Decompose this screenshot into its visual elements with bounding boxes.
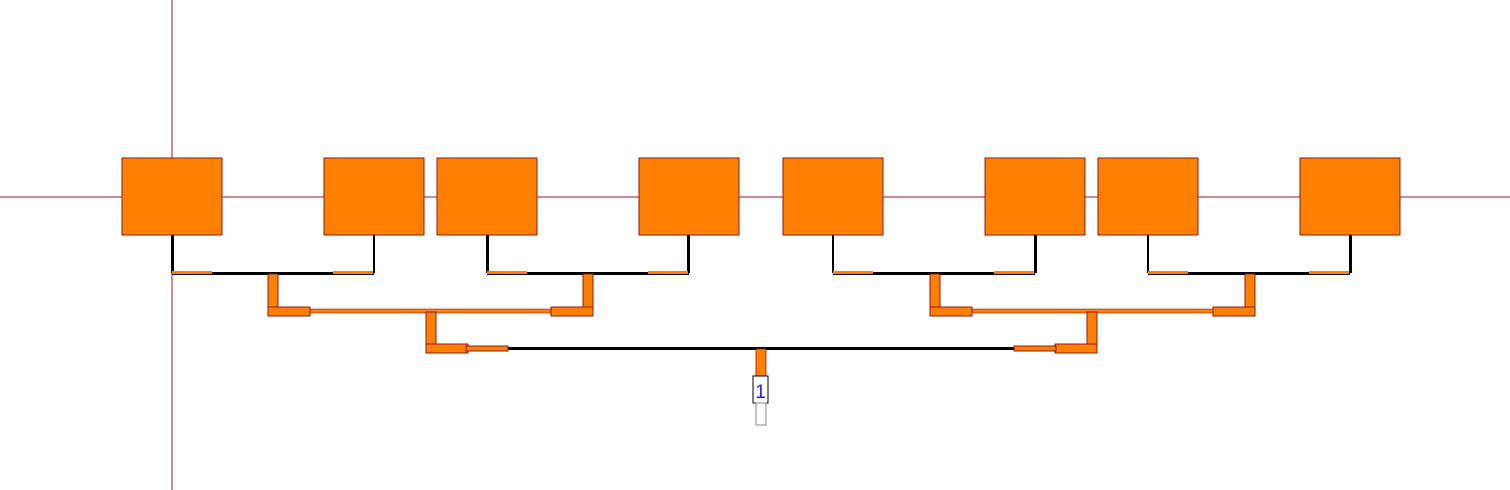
feed-stub [832, 235, 834, 273]
feed-network-level-2 [267, 273, 1256, 317]
feed-taper [994, 271, 1034, 274]
feed-stub [687, 235, 690, 273]
port-tail [755, 402, 767, 426]
feed-riser [755, 348, 767, 378]
feed-taper [833, 271, 873, 274]
patch-group [121, 157, 1401, 236]
feed-taper [550, 306, 594, 317]
feed-stub [373, 235, 375, 273]
patch-7[interactable] [1097, 157, 1199, 236]
feed-taper [929, 306, 973, 317]
feed-line [431, 347, 1092, 350]
patch-8[interactable] [1299, 157, 1401, 236]
patch-1[interactable] [121, 157, 223, 236]
feed-taper [648, 271, 688, 274]
port-label: 1 [755, 382, 766, 403]
feed-stub [1147, 235, 1149, 273]
feed-taper [1054, 343, 1098, 354]
feed-taper [1212, 306, 1256, 317]
feed-taper [465, 345, 509, 352]
feed-stub [1349, 235, 1352, 273]
patch-2[interactable] [323, 157, 425, 236]
feed-taper [487, 271, 527, 274]
patch-4[interactable] [638, 157, 740, 236]
patch-5[interactable] [782, 157, 884, 236]
feed-taper [333, 271, 373, 274]
feed-taper [267, 306, 311, 317]
feed-network-level-1 [171, 235, 1352, 275]
feed-stub [171, 235, 174, 273]
feed-stub [1034, 235, 1037, 273]
feed-stub [486, 235, 489, 273]
feed-taper [1309, 271, 1349, 274]
feed-taper [425, 343, 469, 354]
patch-3[interactable] [436, 157, 538, 236]
feed-taper [172, 271, 212, 274]
feed-port-group: 1 [752, 348, 769, 426]
feed-taper [1013, 345, 1057, 352]
feed-network-level-3 [425, 311, 1098, 354]
feed-taper [1148, 271, 1188, 274]
patch-6[interactable] [984, 157, 1086, 236]
